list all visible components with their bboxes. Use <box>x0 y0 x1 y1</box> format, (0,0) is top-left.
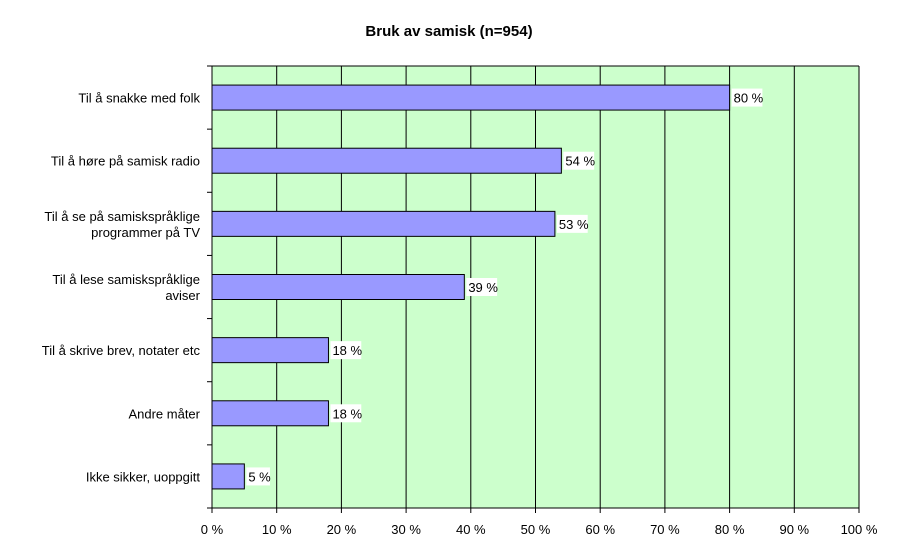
bar <box>211 84 731 111</box>
data-label: 54 % <box>565 154 595 169</box>
data-label: 18 % <box>332 343 362 358</box>
x-tick-label: 10 % <box>262 522 292 537</box>
bar <box>211 337 329 364</box>
category-label: Ikke sikker, uoppgitt <box>86 469 201 484</box>
x-tick-label: 50 % <box>521 522 551 537</box>
category-label: Til å lese samiskspråklige <box>52 272 200 287</box>
data-label: 5 % <box>248 469 271 484</box>
data-label-background <box>466 278 498 296</box>
x-tick-label: 30 % <box>391 522 421 537</box>
bar <box>211 147 562 174</box>
data-label-background <box>556 214 588 233</box>
x-tick-label: 40 % <box>456 522 486 537</box>
category-label: Til å snakke med folk <box>78 91 200 106</box>
data-label: 39 % <box>468 280 498 295</box>
x-tick-label: 80 % <box>715 522 745 537</box>
bar <box>211 400 329 427</box>
data-label-background <box>330 341 362 360</box>
bar <box>211 274 465 300</box>
category-label: programmer på TV <box>91 225 200 240</box>
chart-title: Bruk av samisk (n=954) <box>365 23 532 40</box>
category-label: Til å skrive brev, notater etc <box>42 343 201 358</box>
category-label: Til å høre på samisk radio <box>51 154 200 169</box>
x-tick-label: 20 % <box>327 522 357 537</box>
data-label-background <box>330 404 362 423</box>
x-tick-label: 0 % <box>201 522 224 537</box>
data-label: 18 % <box>332 406 362 421</box>
category-label: Andre måter <box>128 406 200 421</box>
x-tick-label: 100 % <box>841 522 878 537</box>
data-label: 80 % <box>734 91 764 106</box>
bar <box>211 463 245 490</box>
category-label: aviser <box>165 288 200 303</box>
category-label: Til å se på samiskspråklige <box>44 209 200 224</box>
data-label: 53 % <box>559 217 589 232</box>
data-label-background <box>563 151 595 170</box>
plot-area: 0 % 10 % 20 % 30 % 40 % 50 % 60 % 70 % 80 % 90 % 1… <box>42 65 878 537</box>
data-label-background <box>246 467 270 486</box>
x-tick-label: 60 % <box>585 522 615 537</box>
x-tick-label: 90 % <box>779 522 809 537</box>
x-tick-label: 70 % <box>650 522 680 537</box>
bar <box>211 210 556 237</box>
data-label-background <box>731 88 763 107</box>
